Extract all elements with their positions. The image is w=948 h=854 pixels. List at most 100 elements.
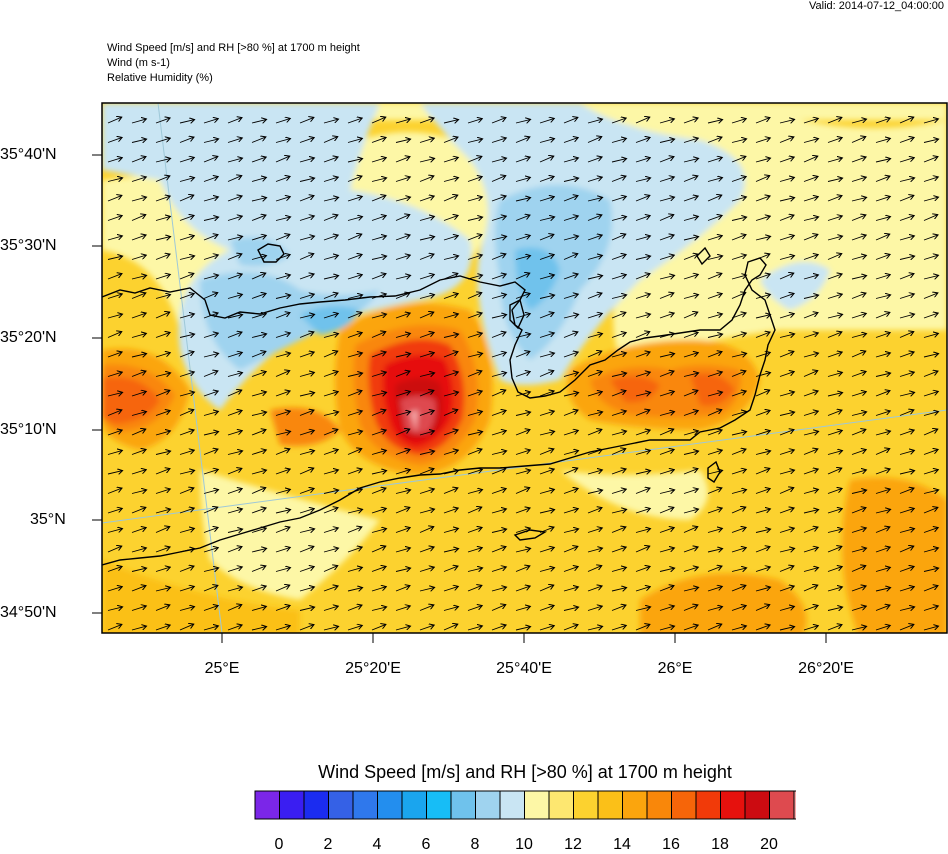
wind-arrow	[755, 196, 770, 202]
wind-arrow	[467, 585, 482, 592]
wind-arrow	[155, 489, 170, 494]
wind-arrow	[755, 373, 771, 377]
wind-arrow	[659, 449, 674, 455]
wind-arrow	[131, 606, 146, 611]
wind-arrow	[107, 294, 122, 299]
wind-arrow	[419, 196, 434, 202]
wind-arrow	[491, 274, 506, 280]
wind-arrow	[203, 255, 218, 260]
colorbar-cell	[597, 790, 623, 820]
wind-arrow	[731, 432, 747, 435]
wind-arrow	[155, 605, 170, 611]
wind-arrow	[563, 332, 578, 338]
wind-arrow	[875, 254, 890, 260]
wind-arrow	[779, 470, 795, 475]
wind-arrow	[635, 117, 650, 124]
wind-arrow	[611, 605, 626, 611]
wind-arrow	[779, 627, 795, 630]
wind-arrow	[443, 215, 458, 221]
wind-arrow	[347, 295, 363, 299]
wind-arrow	[635, 508, 650, 514]
wind-arrow	[875, 217, 891, 221]
wind-arrow	[563, 567, 578, 572]
wind-arrow	[467, 333, 482, 338]
wind-arrow	[851, 450, 866, 455]
wind-arrow	[611, 411, 626, 416]
wind-arrow	[179, 314, 194, 319]
wind-arrow	[899, 195, 914, 202]
wind-arrow	[419, 138, 434, 143]
wind-arrow	[515, 430, 530, 436]
wind-arrow	[659, 119, 674, 124]
wind-arrow	[707, 352, 722, 358]
wind-arrow	[395, 470, 410, 475]
wind-arrow	[467, 177, 482, 182]
wind-arrow	[155, 237, 171, 240]
wind-arrow	[851, 548, 867, 553]
wind-arrow	[251, 508, 266, 514]
wind-arrow	[467, 606, 482, 611]
wind-arrow	[683, 274, 698, 280]
lon-label-25-20: 25°20'E	[345, 660, 401, 677]
wind-arrow	[155, 196, 170, 202]
wind-arrow	[443, 352, 458, 358]
wind-arrow	[755, 254, 770, 260]
wind-arrow	[707, 528, 722, 533]
wind-arrow	[923, 177, 938, 182]
wind-arrow	[251, 470, 267, 475]
wind-arrow	[251, 351, 266, 358]
wind-arrow	[683, 547, 698, 553]
wind-arrow	[155, 469, 170, 475]
colorbar-cell	[499, 790, 525, 820]
wind-arrow	[131, 490, 147, 494]
wind-arrow	[227, 529, 243, 532]
wind-arrow	[587, 313, 602, 319]
wind-arrow	[179, 488, 194, 494]
wind-arrow	[683, 295, 699, 299]
valid-time: Valid: 2014-07-12_04:00:00	[809, 0, 944, 12]
colorbar-tick-12: 12	[564, 836, 582, 853]
wind-arrow	[539, 197, 554, 202]
wind-arrow	[659, 528, 674, 533]
wind-arrow	[587, 119, 603, 124]
wind-arrow	[755, 390, 770, 397]
wind-arrow	[899, 450, 914, 455]
wind-arrow	[443, 236, 458, 241]
wind-arrow	[731, 585, 746, 592]
wind-arrow	[779, 430, 794, 436]
wind-arrow	[419, 274, 434, 280]
wind-arrow	[323, 490, 339, 493]
wind-arrow	[731, 507, 746, 514]
wind-arrow	[491, 529, 507, 532]
wind-arrow	[395, 449, 410, 455]
wind-arrow	[659, 490, 675, 494]
wind-arrow	[131, 275, 147, 279]
wind-arrow	[779, 528, 794, 533]
wind-arrow	[515, 293, 530, 299]
colorbar-cell	[793, 790, 796, 820]
wind-arrow	[563, 546, 578, 553]
wind-arrow	[587, 177, 602, 182]
wind-arrow	[443, 586, 458, 592]
wind-arrow	[419, 431, 434, 436]
wind-arrow	[563, 254, 578, 260]
wind-arrow	[203, 507, 218, 514]
wind-arrow	[875, 625, 890, 631]
wind-arrow	[731, 411, 746, 416]
wind-arrow	[851, 392, 866, 397]
wind-arrow	[539, 411, 554, 416]
wind-arrow	[635, 236, 650, 241]
wind-arrow	[323, 508, 338, 514]
wind-arrow	[539, 431, 555, 435]
wind-arrow	[395, 354, 411, 357]
wind-arrow	[827, 410, 842, 416]
wind-arrow	[875, 373, 891, 376]
wind-arrow	[875, 431, 891, 436]
wind-arrow	[515, 235, 530, 241]
wind-arrow	[491, 489, 506, 494]
wind-arrow	[611, 138, 626, 143]
wind-arrow	[467, 353, 483, 357]
wind-arrow	[899, 508, 914, 514]
wind-arrow	[659, 215, 674, 221]
wind-arrow	[491, 196, 506, 202]
